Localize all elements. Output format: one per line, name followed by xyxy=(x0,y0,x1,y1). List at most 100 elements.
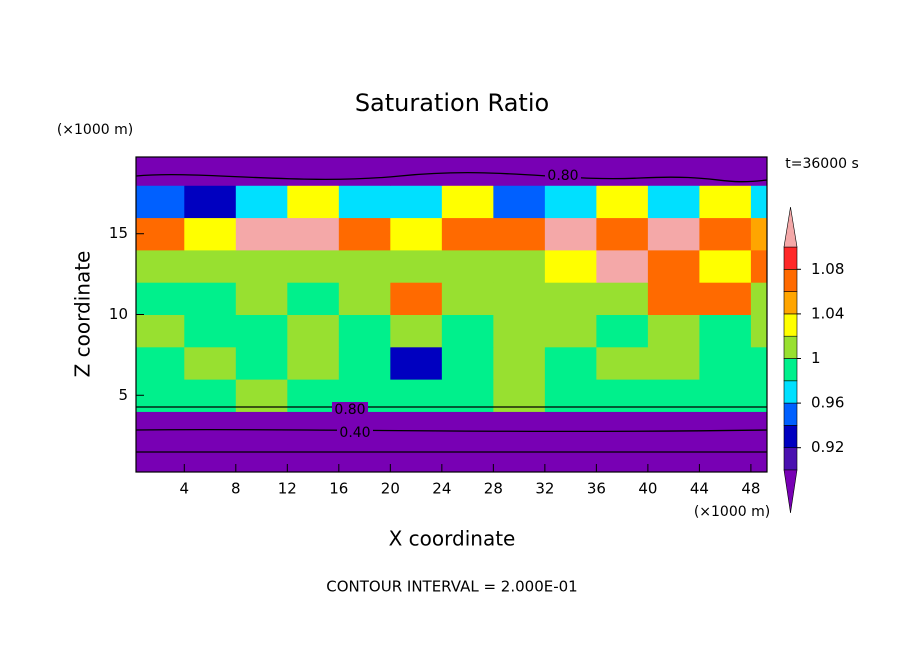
colorbar-segment xyxy=(783,380,798,404)
colorbar-segment xyxy=(783,291,798,315)
contour-line xyxy=(136,428,767,433)
field-cell xyxy=(136,249,185,283)
field-cell xyxy=(136,157,185,186)
field-cell xyxy=(493,249,546,283)
field-cell xyxy=(184,217,237,251)
field-cell xyxy=(390,314,443,348)
field-cell xyxy=(647,282,700,315)
field-cell xyxy=(544,217,597,251)
colorbar-tick-label: 0.92 xyxy=(811,438,844,456)
field-cell xyxy=(235,282,288,315)
x-tick-label: 32 xyxy=(535,480,554,498)
y-unit: (×1000 m) xyxy=(57,122,133,138)
field-cell xyxy=(647,157,700,186)
x-tick-label: 12 xyxy=(278,480,297,498)
field-cell xyxy=(544,282,597,315)
field-cell xyxy=(750,217,767,251)
field-cell xyxy=(699,443,752,472)
field-cell xyxy=(441,346,494,380)
x-axis-label: X coordinate xyxy=(389,527,516,551)
field-cell xyxy=(596,157,649,186)
colorbar-segment xyxy=(783,402,798,426)
colorbar-segment xyxy=(783,358,798,382)
field-cell xyxy=(596,282,649,315)
field-cell xyxy=(287,314,340,348)
field-cell xyxy=(596,217,649,251)
field-cell xyxy=(441,411,494,445)
field-cell xyxy=(184,157,237,186)
field-cell xyxy=(338,314,391,348)
x-tick-label: 48 xyxy=(741,480,760,498)
field-cell xyxy=(441,185,494,219)
field-cell xyxy=(647,411,700,445)
field-cell xyxy=(287,282,340,315)
field-cell xyxy=(699,185,752,219)
field-cell xyxy=(647,249,700,283)
field-cell xyxy=(544,249,597,283)
time-label: t=36000 s xyxy=(785,156,859,172)
field-cell xyxy=(544,314,597,348)
colorbar-tick-label: 1 xyxy=(811,349,821,367)
field-cell xyxy=(596,346,649,380)
field-cell xyxy=(750,157,767,186)
field-cell xyxy=(544,443,597,472)
colorbar-over xyxy=(783,206,798,248)
y-tick-label: 5 xyxy=(118,386,128,404)
field-cell xyxy=(544,346,597,380)
field-cell xyxy=(338,185,391,219)
field-cell xyxy=(390,411,443,445)
field-cell xyxy=(338,217,391,251)
contour-label-bg xyxy=(337,425,373,441)
field-cell xyxy=(750,282,767,315)
field-cell xyxy=(699,346,752,380)
field-cell xyxy=(390,443,443,472)
x-tick-label: 28 xyxy=(484,480,503,498)
colorbar-segment xyxy=(783,425,798,448)
field-cell xyxy=(750,379,767,412)
contour-label: 0.80 xyxy=(547,168,578,184)
x-tick-label: 40 xyxy=(638,480,657,498)
field-cell xyxy=(544,185,597,219)
field-cell xyxy=(750,185,767,219)
colorbar-segment xyxy=(783,447,798,471)
field-cell xyxy=(647,217,700,251)
field-cell xyxy=(136,346,185,380)
field-cell xyxy=(647,443,700,472)
x-tick-label: 4 xyxy=(180,480,190,498)
field-cell xyxy=(699,411,752,445)
field-cell xyxy=(699,249,752,283)
field-cell xyxy=(544,411,597,445)
field-cell xyxy=(235,157,288,186)
field-cell xyxy=(390,249,443,283)
field-cell xyxy=(493,217,546,251)
colorbar-segment xyxy=(783,335,798,359)
field-cell xyxy=(390,157,443,186)
field-cell xyxy=(441,217,494,251)
x-tick-label: 8 xyxy=(231,480,241,498)
field-cell xyxy=(699,217,752,251)
colorbar-segment xyxy=(783,313,798,337)
field-cell xyxy=(287,346,340,380)
field-cell xyxy=(184,411,237,445)
field-cell xyxy=(596,411,649,445)
x-tick-label: 44 xyxy=(690,480,709,498)
field-cell xyxy=(338,346,391,380)
field-cell xyxy=(136,282,185,315)
field-cell xyxy=(287,443,340,472)
field-cell xyxy=(493,346,546,380)
field-cell xyxy=(596,443,649,472)
field-cell xyxy=(235,314,288,348)
field-cell xyxy=(390,282,443,315)
y-tick-label: 10 xyxy=(109,305,128,323)
footer: CONTOUR INTERVAL = 2.000E-01 xyxy=(326,578,577,596)
y-tick-label: 15 xyxy=(109,224,128,242)
field-cell xyxy=(441,157,494,186)
contour-lines xyxy=(136,172,767,453)
contour-line xyxy=(136,172,767,183)
field-cell xyxy=(750,443,767,472)
chart-title: Saturation Ratio xyxy=(355,89,549,117)
field-cell xyxy=(287,411,340,445)
field-cell xyxy=(136,443,185,472)
x-tick-label: 20 xyxy=(381,480,400,498)
